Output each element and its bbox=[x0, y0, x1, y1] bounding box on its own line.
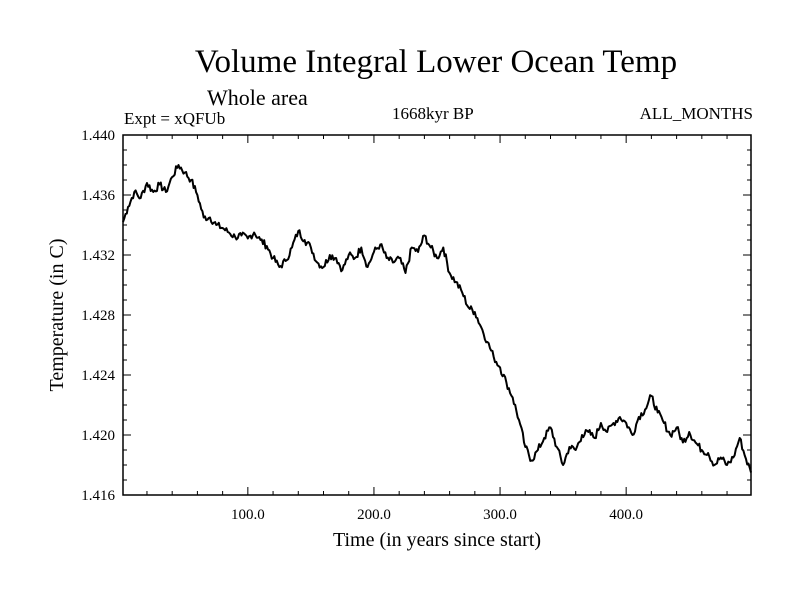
y-tick-label: 1.420 bbox=[81, 428, 115, 444]
temperature-line bbox=[122, 164, 752, 473]
x-tick-label: 400.0 bbox=[609, 507, 643, 523]
y-tick-label: 1.416 bbox=[81, 488, 115, 504]
y-tick-label: 1.428 bbox=[81, 308, 115, 324]
y-tick-label: 1.424 bbox=[81, 368, 115, 384]
x-tick-label: 300.0 bbox=[483, 507, 517, 523]
x-tick-label: 100.0 bbox=[231, 507, 265, 523]
x-axis-label: Time (in years since start) bbox=[333, 529, 541, 551]
y-axis-label: Temperature (in C) bbox=[46, 239, 68, 392]
tick-labels: 1.416 1.420 1.424 1.428 1.432 1.436 1.440 100.0… bbox=[81, 128, 643, 523]
chart-subtitle: Whole area bbox=[207, 85, 308, 110]
axis-ticks bbox=[123, 134, 751, 496]
y-tick-label: 1.440 bbox=[81, 128, 115, 144]
y-tick-label: 1.432 bbox=[81, 248, 115, 264]
y-tick-label: 1.436 bbox=[81, 188, 115, 204]
period-label: 1668kyr BP bbox=[392, 104, 474, 123]
chart-title: Volume Integral Lower Ocean Temp bbox=[194, 44, 678, 80]
plot-frame bbox=[122, 134, 752, 496]
months-label: ALL_MONTHS bbox=[639, 104, 753, 123]
x-tick-label: 200.0 bbox=[357, 507, 391, 523]
experiment-label: Expt = xQFUb bbox=[124, 109, 226, 128]
